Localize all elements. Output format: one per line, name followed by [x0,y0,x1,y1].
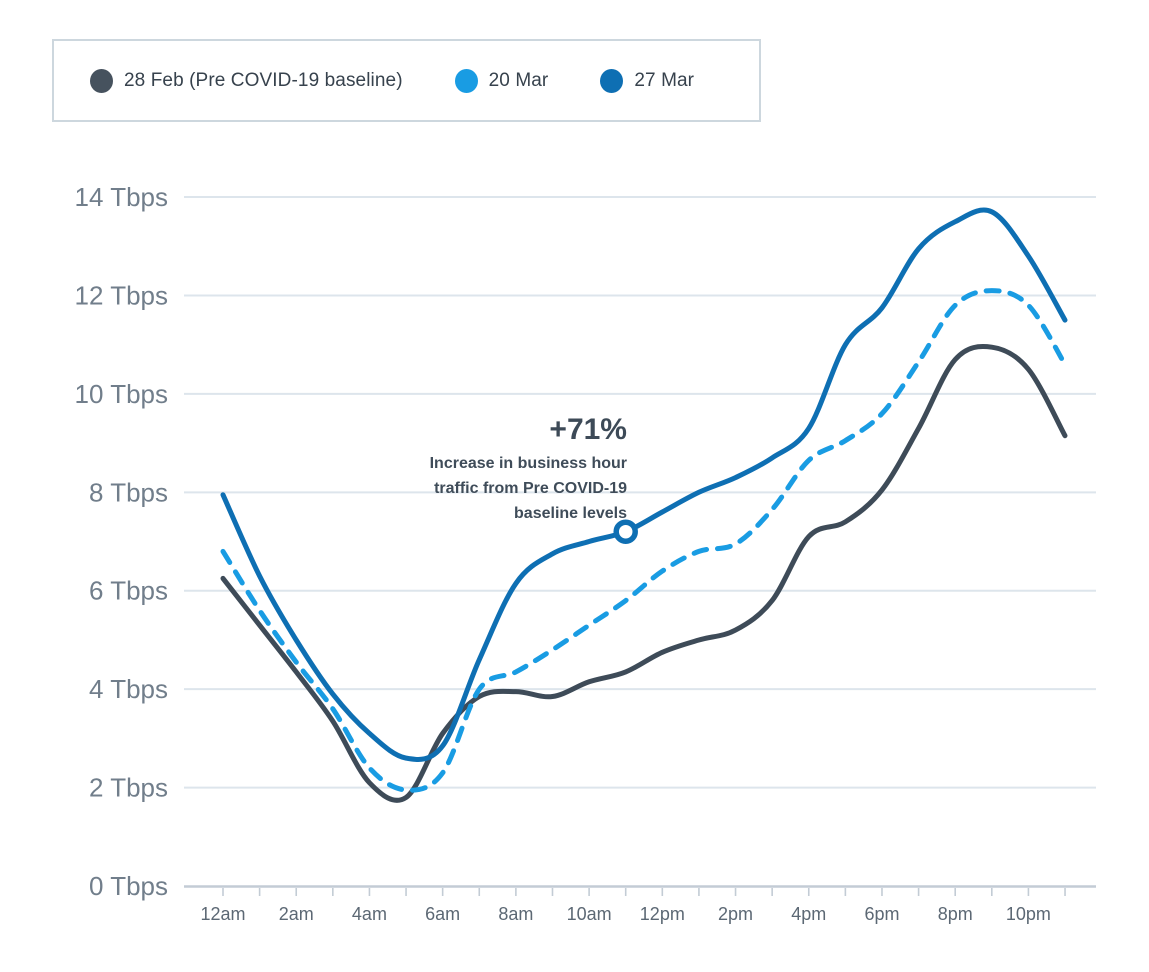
legend-item-20mar: 20 Mar [454,68,549,93]
legend-swatch-27mar-icon [600,68,624,93]
y-axis-label: 4 Tbps [89,674,168,704]
y-axis-label: 0 Tbps [89,871,168,901]
x-axis-label: 4am [352,904,387,924]
x-axis-label: 8pm [938,904,973,924]
x-axis-label: 10pm [1006,904,1051,924]
y-axis-label: 12 Tbps [75,280,168,310]
x-axis-label: 2pm [718,904,753,924]
legend-label-27mar: 27 Mar [634,69,695,91]
legend-label-20mar: 20 Mar [488,69,549,91]
legend-swatch-20mar-icon [454,68,478,93]
y-axis-label: 8 Tbps [89,477,168,507]
legend-item-27mar: 27 Mar [600,68,695,93]
x-axis-label: 12am [200,904,245,924]
x-axis-label: 12pm [640,904,685,924]
legend-swatch-28feb-icon [90,68,113,93]
y-axis-label: 14 Tbps [75,182,168,212]
x-axis-label: 6am [425,904,460,924]
y-axis-label: 6 Tbps [89,576,168,606]
y-axis-label: 2 Tbps [89,773,168,803]
series-line-20mar [220,288,1068,793]
annotation-marker-icon [613,519,638,544]
x-axis-label: 8am [498,904,533,924]
x-axis-label: 6pm [864,904,899,924]
x-axis-label: 2am [279,904,314,924]
y-axis-label: 10 Tbps [75,379,168,409]
x-axis-label: 4pm [791,904,826,924]
legend-label-28feb: 28 Feb (Pre COVID-19 baseline) [124,69,403,91]
series-line-28feb [220,343,1068,803]
legend-item-28feb: 28 Feb (Pre COVID-19 baseline) [90,68,403,93]
series-line-27mar [220,207,1068,762]
x-axis-label: 10am [567,904,612,924]
chart-legend: 28 Feb (Pre COVID-19 baseline) 20 Mar 27… [52,39,761,122]
